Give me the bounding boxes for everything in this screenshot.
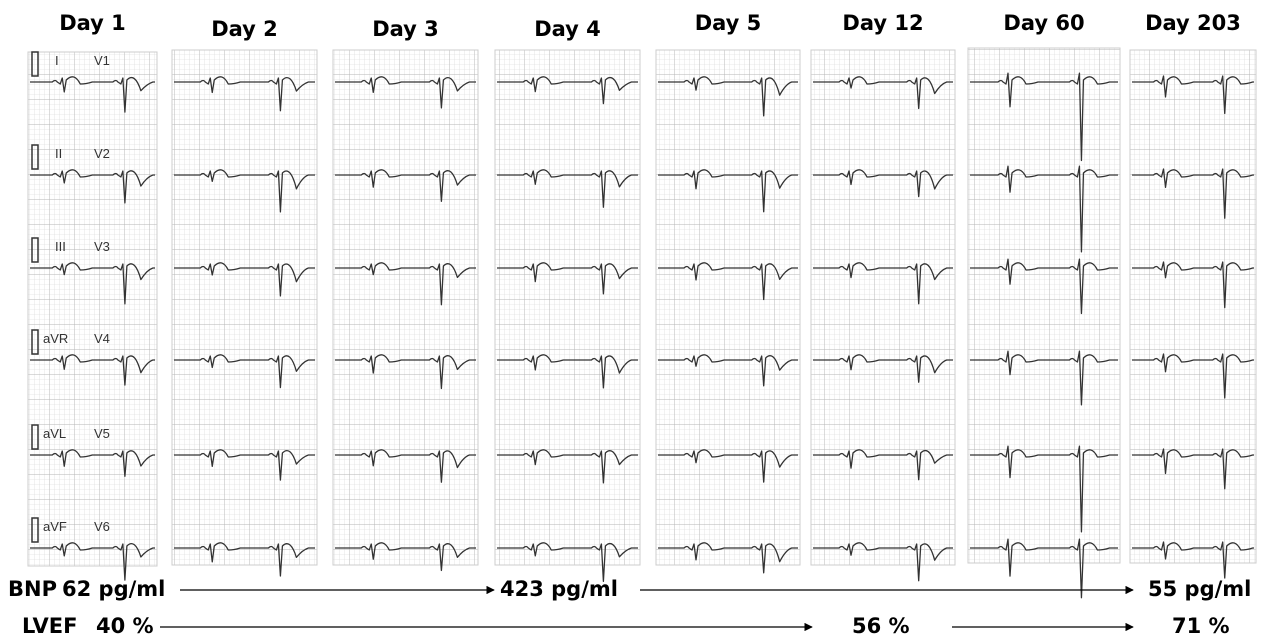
ecg-strip [28,52,157,566]
day-label: Day 203 [1145,11,1241,35]
lead-label: aVF [43,519,67,534]
ecg-strip [811,50,955,565]
ecg-strip [968,48,1120,563]
lead-label: V5 [94,426,110,441]
arrows [160,590,1133,627]
day-label: Day 12 [842,11,923,35]
lvef-label: LVEF [22,614,77,638]
ecg-panels [28,48,1256,598]
day-label: Day 4 [534,17,601,41]
bnp-value: 55 pg/ml [1148,577,1251,601]
lead-label: III [55,239,66,254]
lead-label: V4 [94,331,110,346]
lead-label: aVL [43,426,66,441]
ecg-strip [495,50,640,565]
ecg-strip [656,50,800,565]
day-label: Day 1 [59,11,126,35]
day-label: Day 60 [1003,11,1084,35]
lvef-value: 56 % [852,614,910,638]
lead-label: II [55,146,62,161]
ecg-strip [1130,50,1256,563]
day-label: Day 3 [372,17,439,41]
lead-label: V6 [94,519,110,534]
day-label: Day 2 [211,17,278,41]
ecg-trace [970,539,1118,598]
lead-label: V3 [94,239,110,254]
ecg-strip [172,50,317,565]
figure: Day 1 Day 2 Day 3 Day 4 Day 5 Day 12 Day 60 Day… [0,0,1263,639]
lead-label: I [55,53,59,68]
bnp-value: 62 pg/ml [62,577,165,601]
bnp-value: 423 pg/ml [500,577,618,601]
lvef-value: 71 % [1172,614,1230,638]
lead-label: aVR [43,331,68,346]
day-label: Day 5 [695,11,762,35]
lead-label: V1 [94,53,110,68]
lead-label: V2 [94,146,110,161]
ecg-strip [333,50,478,565]
bnp-label: BNP [8,577,57,601]
lvef-value: 40 % [96,614,154,638]
